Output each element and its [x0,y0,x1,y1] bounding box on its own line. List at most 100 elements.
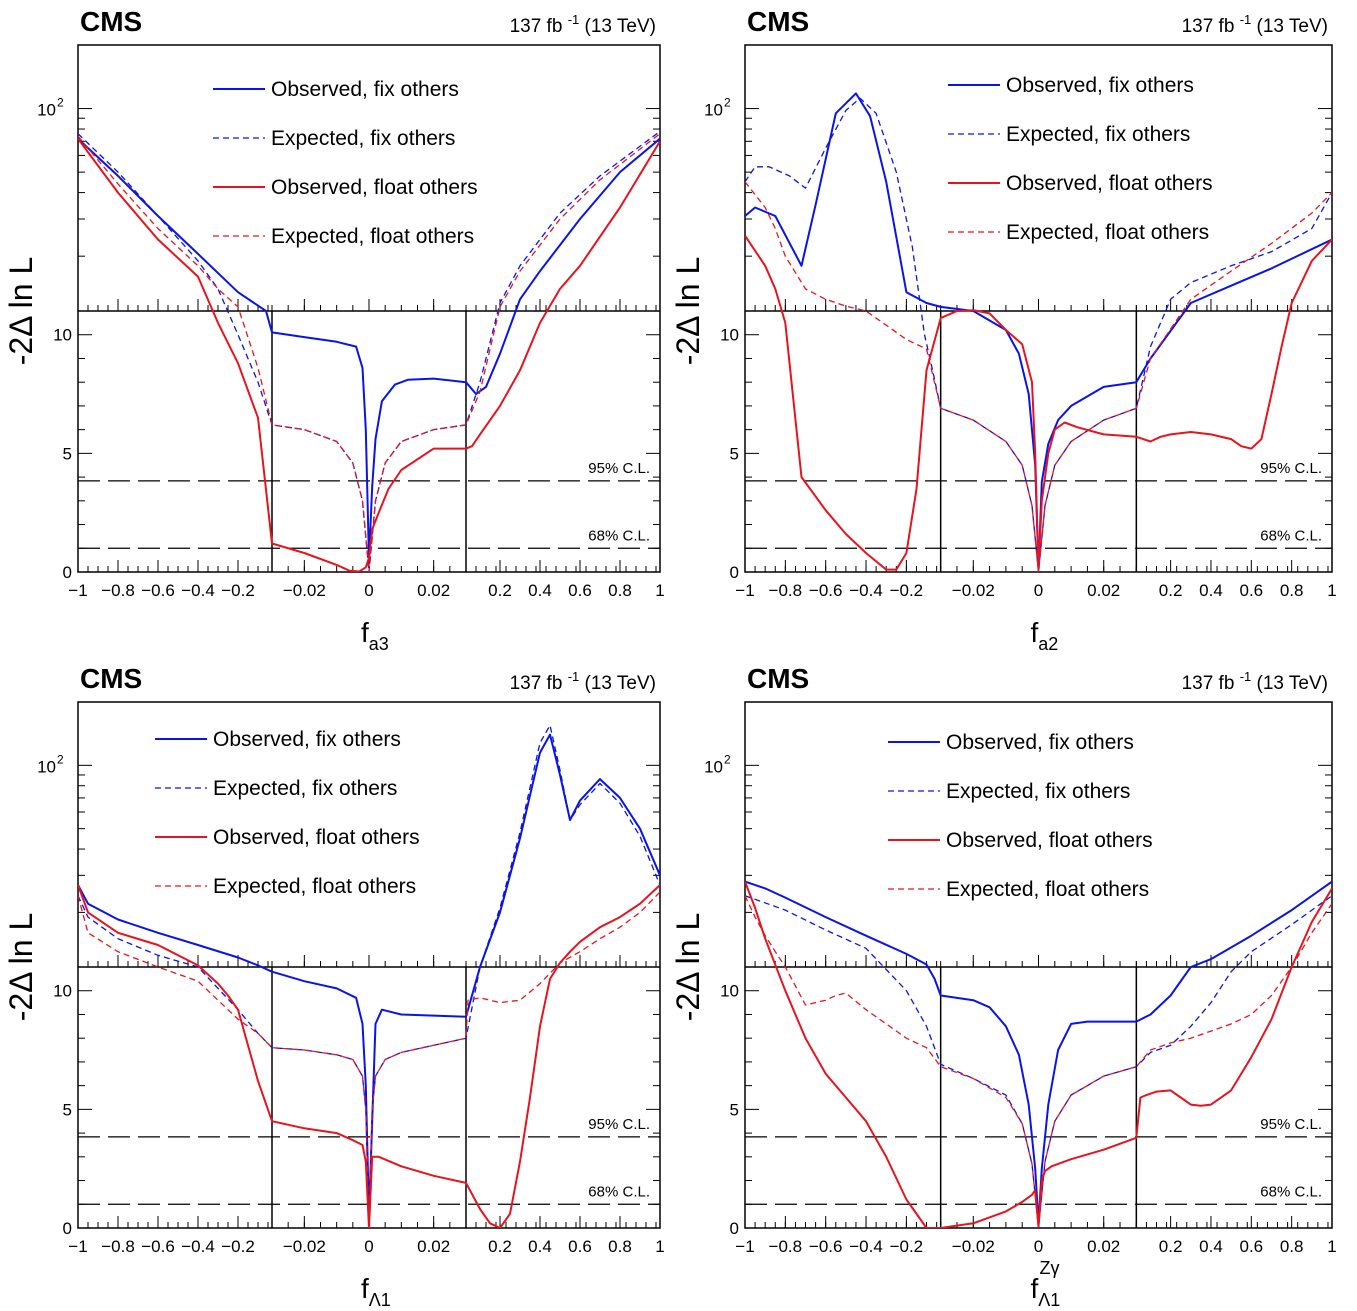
x-tick-label: −1 [68,581,87,600]
x-tick-label: 0.2 [488,1237,512,1256]
x-tick-label: 0.4 [528,581,552,600]
y-axis-label: -2Δ ln L [670,257,706,366]
experiment-label: CMS [747,6,809,37]
x-tick-label: −0.02 [283,581,326,600]
x-tick-label: −0.02 [283,1237,326,1256]
x-tick-label: 0.6 [568,1237,592,1256]
cl-label: 95% C.L. [588,1116,650,1133]
x-tick-label: 0 [364,581,373,600]
y-tick-label-exp: 2 [57,96,64,110]
y-tick-label: 5 [63,444,72,463]
x-tick-label: 0 [1034,581,1043,600]
x-tick-label: 0 [364,1237,373,1256]
x-axis-label: fΛ1 [361,1273,391,1310]
y-tick-label: 10 [53,326,72,345]
x-tick-label: −0.2 [890,581,924,600]
y-tick-label: 5 [63,1100,72,1119]
series-line-1 [78,733,660,1218]
x-tick-label: 0.02 [417,1237,450,1256]
panel-4: 95% C.L. 68% C.L. −1 −0.8 −0.6 −0.4 −0.2 −0.02 0… [670,663,1337,1310]
x-tick-label: 0.8 [608,1237,632,1256]
cl-label: 95% C.L. [1260,1116,1322,1133]
y-tick-label: 10 [720,326,739,345]
series-line-4 [78,891,660,1228]
cl-label: 68% C.L. [588,527,650,544]
x-tick-label: 0 [1034,1237,1043,1256]
y-tick-label: 0 [730,563,739,582]
series-line-1 [745,880,1332,1225]
x-tick-label: −0.4 [849,1237,883,1256]
cl-label: 95% C.L. [588,460,650,477]
legend-label: Observed, fix others [271,78,459,101]
x-tick-label: −1 [68,1237,87,1256]
legend-label: Expected, fix others [1006,123,1190,146]
series-line-4 [745,895,1332,1228]
x-tick-label: −0.8 [769,1237,803,1256]
series-line-3 [78,138,660,572]
x-tick-label: −0.4 [181,1237,215,1256]
x-tick-label: −0.2 [221,581,255,600]
series-line-2 [78,724,660,1228]
y-tick-label: 0 [730,1219,739,1238]
x-tick-label: 0.6 [1239,581,1263,600]
y-tick-label-exp: 2 [724,96,731,110]
x-tick-label: −0.2 [221,1237,255,1256]
legend-label: Observed, fix others [1006,74,1194,97]
experiment-label: CMS [747,663,809,694]
x-tick-label: 0.4 [1199,1237,1223,1256]
series-line-2 [745,895,1332,1228]
lumi-label: 137 fb -1 (13 TeV) [510,669,656,694]
x-tick-label: −1 [735,1237,754,1256]
x-tick-label: 1 [655,1237,664,1256]
x-tick-label: −0.4 [181,581,215,600]
series-line-2 [745,97,1332,572]
series-group [78,130,660,572]
series-line-4 [78,133,660,572]
y-tick-label-exp: 2 [724,752,731,766]
x-tick-label: −0.6 [809,581,843,600]
legend-label: Observed, float others [946,829,1153,852]
x-tick-label: −0.6 [141,1237,175,1256]
x-tick-label: 0.2 [1159,581,1183,600]
cl-label: 68% C.L. [1260,1183,1322,1200]
legend-label: Observed, fix others [213,728,401,751]
legend-label: Observed, fix others [946,731,1134,754]
y-tick-label: 10 [53,982,72,1001]
lumi-label: 137 fb -1 (13 TeV) [1182,12,1328,37]
lumi-label: 137 fb -1 (13 TeV) [1182,669,1328,694]
series-line-1 [745,92,1332,571]
legend-label: Expected, float others [213,875,416,898]
series-group [78,724,660,1228]
x-tick-label: 0.02 [1087,1237,1120,1256]
y-tick-label-100: 10 [704,757,723,776]
x-tick-label: 0.4 [528,1237,552,1256]
y-axis-label: -2Δ ln L [670,913,706,1022]
legend-label: Observed, float others [271,176,478,199]
legend-label: Observed, float others [1006,172,1213,195]
x-tick-label: 0.8 [1280,581,1304,600]
x-tick-label: −0.6 [141,581,175,600]
legend-label: Observed, float others [213,826,420,849]
x-tick-label: −0.8 [101,581,135,600]
x-axis-label-sup: Zγ [1040,1258,1060,1278]
x-tick-label: 0.02 [1087,581,1120,600]
x-tick-label: −0.02 [952,581,995,600]
x-axis-label: fa3 [361,617,389,654]
y-tick-label: 5 [730,1100,739,1119]
experiment-label: CMS [80,663,142,694]
y-tick-label-100: 10 [37,101,56,120]
y-tick-label-100: 10 [37,757,56,776]
lumi-label: 137 fb -1 (13 TeV) [510,12,656,37]
x-tick-label: 0.4 [1199,581,1223,600]
x-tick-label: −1 [735,581,754,600]
cl-label: 68% C.L. [588,1183,650,1200]
x-axis-label: fΛ1 [1031,1273,1061,1310]
series-line-1 [78,137,660,562]
x-tick-label: 0.6 [568,581,592,600]
panel-3: 95% C.L. 68% C.L. −1 −0.8 −0.6 −0.4 −0.2 −0.02 0… [3,663,665,1310]
x-axis-label: fa2 [1031,617,1059,654]
legend-label: Expected, fix others [213,777,397,800]
x-tick-label: 1 [1327,1237,1336,1256]
y-tick-label-exp: 2 [57,752,64,766]
